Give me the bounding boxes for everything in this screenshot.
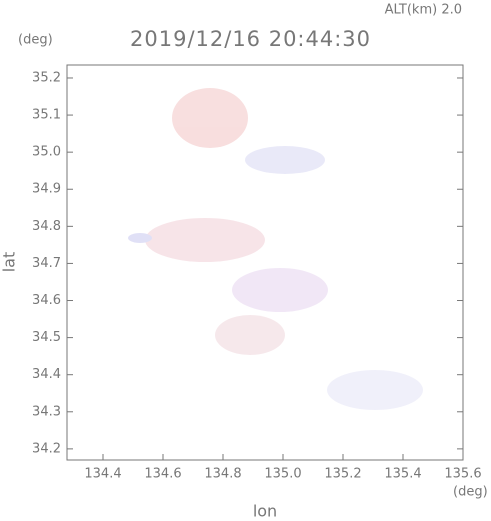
altitude-label: ALT(km) 2.0	[385, 3, 462, 18]
y-tick-label: 34.2	[32, 441, 61, 456]
x-label: lon	[253, 502, 277, 521]
x-tick-label: 134.4	[84, 467, 121, 482]
x-tick-label: 135.6	[444, 467, 481, 482]
y-tick-label: 34.7	[32, 256, 61, 271]
y-tick-label: 35.2	[32, 70, 61, 85]
y-tick-label: 34.8	[32, 219, 61, 234]
x-tick-label: 135.4	[384, 467, 421, 482]
y-tick-label: 34.6	[32, 293, 61, 308]
y-tick-label: 34.4	[32, 367, 61, 382]
y-tick-label: 34.3	[32, 404, 61, 419]
y-tick-label: 35.1	[32, 108, 61, 123]
plot-frame	[66, 64, 464, 461]
y-tick-label: 34.9	[32, 182, 61, 197]
x-tick-label: 135.0	[264, 467, 301, 482]
echo-blobs	[128, 88, 423, 410]
x-unit: (deg)	[453, 485, 488, 500]
y-label: lat	[0, 252, 19, 273]
x-tick-label: 134.6	[144, 467, 181, 482]
y-tick-label: 35.0	[32, 145, 61, 160]
x-tick-label: 134.8	[204, 467, 241, 482]
y-unit: (deg)	[18, 33, 53, 48]
x-tick-label: 135.2	[324, 467, 361, 482]
y-tick-label: 34.5	[32, 330, 61, 345]
chart-title: 2019/12/16 20:44:30	[130, 27, 371, 51]
